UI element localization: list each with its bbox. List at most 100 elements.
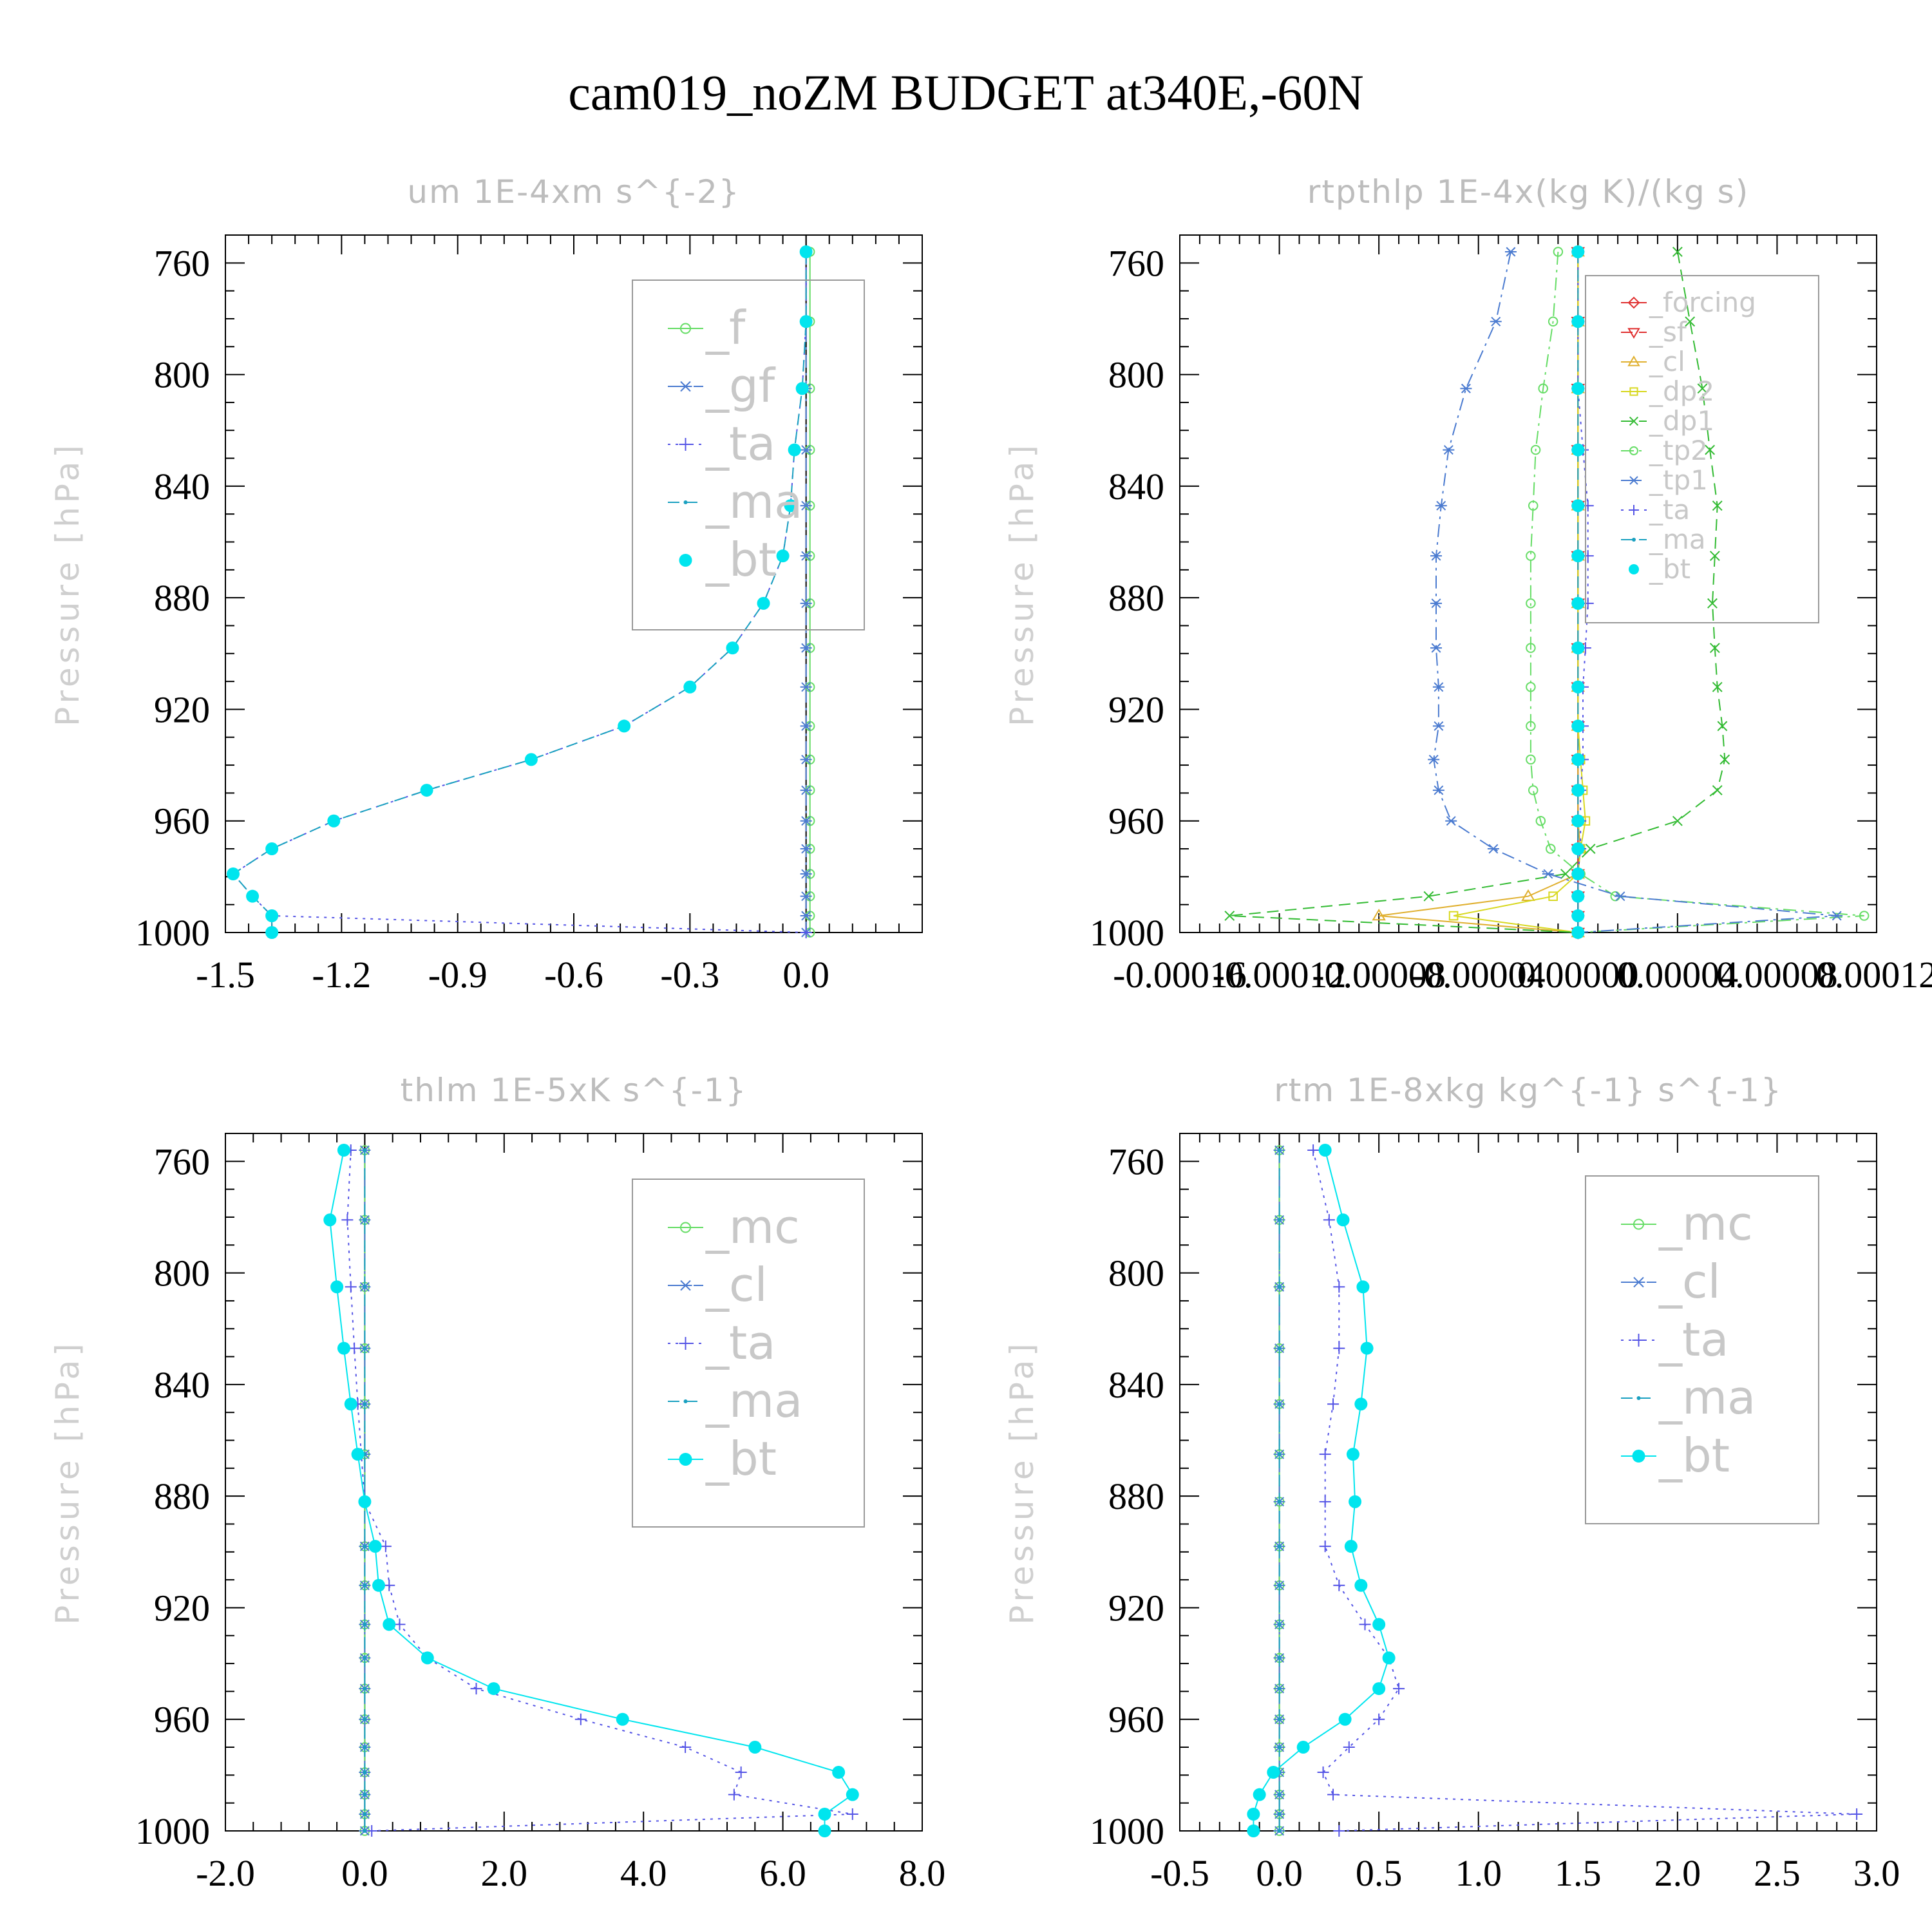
legend-label: _ta xyxy=(705,417,775,471)
x-tick-label: 1.5 xyxy=(1555,1852,1602,1894)
data-point xyxy=(1831,911,1843,921)
data-point xyxy=(1277,1402,1282,1406)
x-tick-label: 0.0 xyxy=(1256,1852,1303,1894)
data-point xyxy=(1560,869,1571,879)
data-point xyxy=(1354,1578,1368,1592)
data-point xyxy=(1333,1342,1345,1354)
data-point xyxy=(1571,549,1585,563)
x-tick-label: -0.3 xyxy=(660,954,719,996)
data-point xyxy=(776,549,790,563)
data-point xyxy=(1253,1788,1266,1801)
legend-label: _mc xyxy=(1658,1197,1753,1251)
data-point xyxy=(363,1148,367,1152)
data-point xyxy=(1435,500,1447,511)
x-tick-label: -1.5 xyxy=(196,954,255,996)
data-point xyxy=(366,1825,378,1837)
data-point xyxy=(1707,598,1718,609)
data-point xyxy=(1336,1213,1350,1227)
data-point xyxy=(757,596,770,610)
data-point xyxy=(1277,1687,1282,1691)
panel-title: thlm 1E-5xK s^{-1} xyxy=(401,1072,748,1109)
x-tick-label: 0.00012 xyxy=(1816,954,1932,996)
data-point xyxy=(1346,1448,1359,1461)
data-point xyxy=(1247,1808,1260,1821)
legend-label: _dp2 xyxy=(1649,375,1714,407)
series_f xyxy=(804,247,815,938)
data-point xyxy=(1526,643,1536,653)
data-point xyxy=(800,598,812,609)
data-point xyxy=(330,1280,344,1294)
series_dp1 xyxy=(1224,247,1730,938)
data-point xyxy=(788,443,801,457)
legend-label: _ma xyxy=(705,475,802,529)
data-point xyxy=(683,680,697,694)
x-tick-label: -0.00016 xyxy=(1113,954,1247,996)
data-point xyxy=(799,315,813,328)
data-point xyxy=(1428,754,1440,764)
data-point xyxy=(1318,1143,1332,1157)
data-point xyxy=(1712,681,1723,692)
y-tick-label: 1000 xyxy=(1090,1810,1164,1852)
series_ma xyxy=(1277,1148,1282,1833)
legend-label: _bt xyxy=(705,1432,777,1486)
data-point xyxy=(1504,247,1517,257)
y-tick-label: 920 xyxy=(1108,1587,1164,1629)
data-point xyxy=(1277,1622,1282,1627)
x-tick-label: 0.00000 xyxy=(1517,954,1639,996)
legend-label: _ta xyxy=(705,1316,775,1370)
y-tick-label: 800 xyxy=(1108,1253,1164,1294)
legend: _mc_cl_ta_ma_bt xyxy=(1585,1175,1819,1524)
data-point xyxy=(363,1402,367,1406)
data-point xyxy=(1528,500,1539,511)
y-tick-label: 880 xyxy=(154,1475,210,1517)
data-point xyxy=(1548,316,1558,327)
legend-label: _cl xyxy=(1658,1255,1721,1309)
data-point xyxy=(1709,551,1720,562)
y-axis-label: Pressure [hPa] xyxy=(49,441,86,726)
data-point xyxy=(1317,1766,1329,1779)
legend-marker xyxy=(1629,446,1638,455)
legend-marker xyxy=(679,438,692,451)
data-point xyxy=(1277,1499,1282,1504)
data-point xyxy=(363,1583,367,1587)
y-tick-label: 840 xyxy=(1108,1364,1164,1406)
x-tick-label: 0.5 xyxy=(1356,1852,1403,1894)
data-point xyxy=(1490,316,1502,327)
data-point xyxy=(846,1788,859,1801)
data-point xyxy=(1307,1144,1320,1156)
legend-marker xyxy=(1632,1450,1645,1463)
y-tick-label: 960 xyxy=(1108,800,1164,842)
series-line xyxy=(1453,252,1586,933)
legend-box xyxy=(1585,275,1819,623)
series-line xyxy=(1530,251,1864,933)
y-tick-label: 880 xyxy=(154,577,210,619)
data-point xyxy=(524,753,538,766)
x-tick-label: 2.0 xyxy=(481,1852,528,1894)
legend-marker xyxy=(1629,416,1639,426)
y-tick-label: 920 xyxy=(1108,688,1164,730)
data-point xyxy=(1372,909,1386,921)
data-point xyxy=(344,1397,357,1411)
data-point xyxy=(1571,889,1585,903)
data-point xyxy=(800,500,812,511)
data-point xyxy=(1430,643,1443,653)
data-point xyxy=(1247,1824,1260,1837)
data-point xyxy=(1712,500,1723,511)
data-point xyxy=(1460,383,1472,393)
data-point xyxy=(265,842,279,856)
data-point xyxy=(363,1829,367,1833)
x-tick-label: 8.0 xyxy=(899,1852,946,1894)
y-tick-label: 960 xyxy=(154,800,210,842)
x-tick-label: -0.00012 xyxy=(1213,954,1347,996)
legend-label: _ma xyxy=(705,1374,802,1428)
data-point xyxy=(265,909,279,923)
y-axis-label: Pressure [hPa] xyxy=(49,1340,86,1625)
series_tp1 xyxy=(1428,247,1843,938)
data-point xyxy=(1277,1792,1282,1797)
data-point xyxy=(1359,1618,1371,1631)
series_ma xyxy=(363,1148,367,1833)
data-point xyxy=(728,1788,740,1801)
legend-marker xyxy=(1629,476,1639,485)
legend-marker xyxy=(1629,387,1638,396)
